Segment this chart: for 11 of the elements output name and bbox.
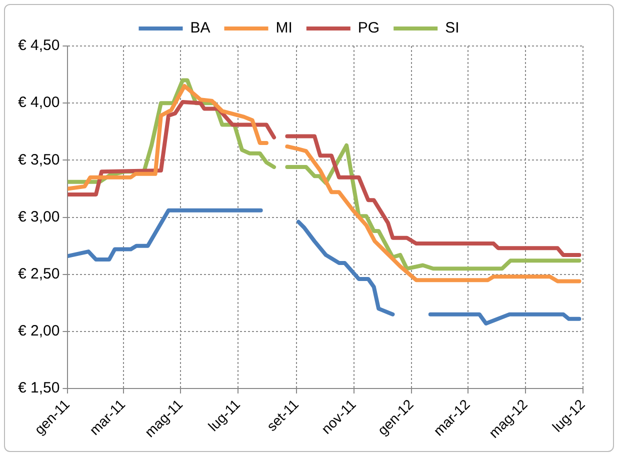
legend-label: BA xyxy=(190,20,210,37)
legend-label: MI xyxy=(276,20,292,37)
y-tick-label: € 1,50 xyxy=(18,380,60,397)
legend-label: PG xyxy=(358,20,380,37)
y-tick-label: € 4,50 xyxy=(18,37,60,54)
y-tick-label: € 2,00 xyxy=(18,322,60,340)
y-tick-label: € 2,50 xyxy=(18,266,60,283)
y-tick-label: € 3,50 xyxy=(18,151,60,168)
y-tick-label: € 4,00 xyxy=(18,94,60,112)
legend-label: SI xyxy=(445,20,460,37)
y-tick-label: € 3,00 xyxy=(18,208,60,226)
